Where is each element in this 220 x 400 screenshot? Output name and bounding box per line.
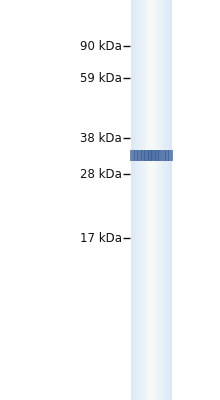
Bar [132,0,133,400]
Bar [170,0,171,400]
Bar [149,0,150,400]
Bar [163,0,164,400]
Bar [137,0,138,400]
Bar [133,150,135,161]
Bar [130,150,132,161]
Bar [154,0,155,400]
Text: 59 kDa: 59 kDa [80,72,122,84]
Bar [165,150,167,161]
Bar [147,150,149,161]
Bar [141,0,142,400]
Bar [143,150,145,161]
Bar [133,0,134,400]
Bar [165,0,166,400]
Bar [169,0,170,400]
Bar [134,150,136,161]
Bar [140,150,142,161]
Text: 17 kDa: 17 kDa [80,232,122,244]
Bar [136,0,137,400]
Bar [160,150,161,161]
Bar [148,150,150,161]
Bar [161,0,162,400]
Bar [170,0,171,400]
Bar [141,150,143,161]
Bar [160,0,161,400]
Bar [162,0,163,400]
Bar [145,0,146,400]
Bar [139,0,140,400]
Bar [147,0,148,400]
Bar [135,0,136,400]
Bar [130,0,132,400]
Bar [166,0,167,400]
Bar [136,150,138,161]
Bar [167,0,168,400]
Text: 90 kDa: 90 kDa [80,40,122,52]
Bar [158,150,160,161]
Bar [156,0,157,400]
Bar [143,0,144,400]
Bar [144,0,145,400]
Bar [144,0,145,400]
Bar [138,0,139,400]
Bar [153,0,154,400]
Bar [133,0,134,400]
Bar [171,150,173,161]
Bar [157,150,159,161]
Bar [146,0,147,400]
Bar [154,150,156,161]
Bar [153,150,154,161]
Bar [139,150,140,161]
Bar [150,150,152,161]
Bar [148,0,149,400]
Bar [140,0,141,400]
Bar [163,150,164,161]
Bar [153,0,154,400]
Bar [168,150,170,161]
Bar [167,150,169,161]
Bar [146,150,147,161]
Bar [132,150,133,161]
Bar [164,150,166,161]
Bar [151,0,152,400]
Bar [168,0,169,400]
Bar [161,150,163,161]
Bar [134,0,135,400]
Bar [142,0,143,400]
Bar [156,150,157,161]
Bar [158,0,159,400]
Bar [157,0,158,400]
Bar [151,150,153,161]
Bar [164,0,165,400]
Bar [155,0,156,400]
Bar [150,0,151,400]
Text: 28 kDa: 28 kDa [80,168,122,180]
Bar [171,0,172,400]
Bar [162,0,163,400]
Bar [137,150,139,161]
Bar [135,0,136,400]
Bar [152,0,153,400]
Bar [150,0,151,400]
Bar [164,0,165,400]
Bar [170,150,171,161]
Bar [131,0,132,400]
Text: 38 kDa: 38 kDa [80,132,122,144]
Bar [148,0,149,400]
Bar [155,0,156,400]
Bar [142,0,143,400]
Bar [144,150,146,161]
Bar [139,0,140,400]
Bar [159,0,160,400]
